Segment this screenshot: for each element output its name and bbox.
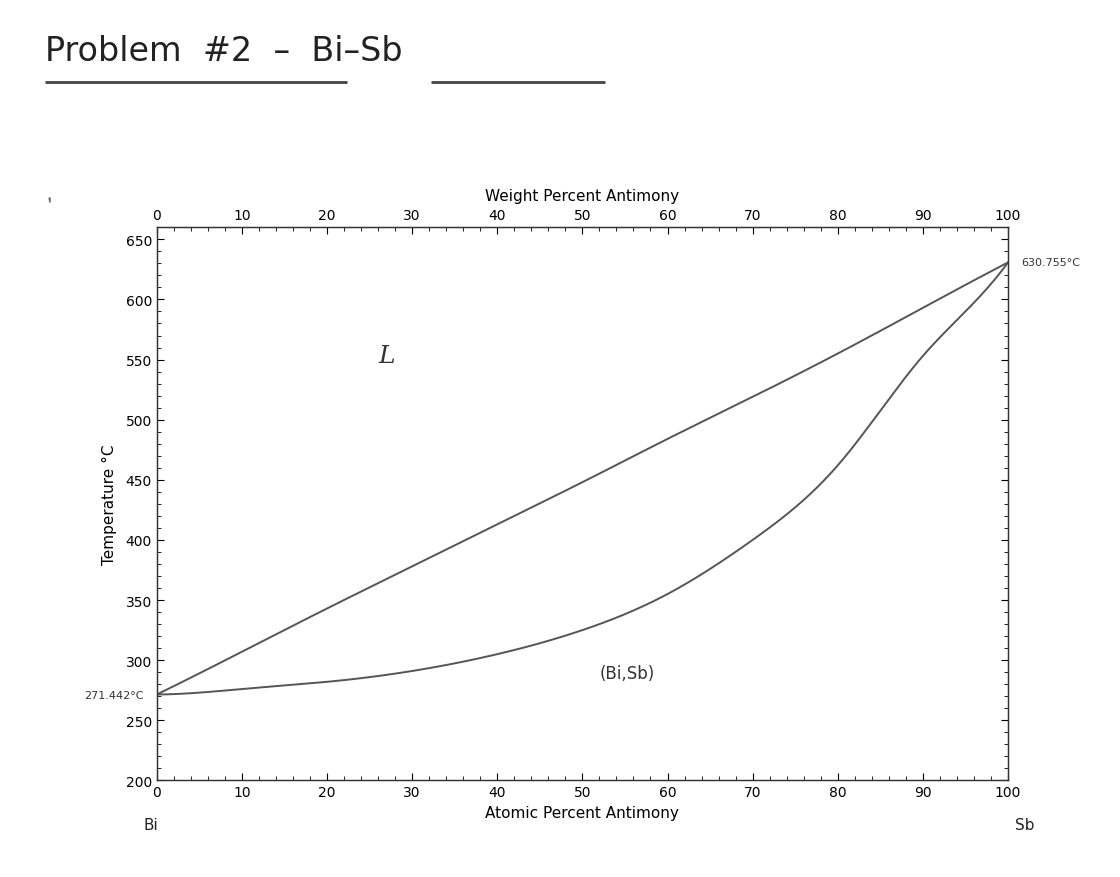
Text: L: L <box>379 345 394 367</box>
Text: Problem  #2  –  Bi–Sb: Problem #2 – Bi–Sb <box>45 35 402 68</box>
Y-axis label: Temperature °C: Temperature °C <box>102 444 118 565</box>
Text: 630.755°C: 630.755°C <box>1020 258 1080 268</box>
Text: (Bi,Sb): (Bi,Sb) <box>599 665 655 682</box>
Text: Bi: Bi <box>143 816 159 831</box>
Text: ’: ’ <box>45 195 57 215</box>
X-axis label: Weight Percent Antimony: Weight Percent Antimony <box>485 189 680 203</box>
Text: 271.442°C: 271.442°C <box>84 689 144 700</box>
Text: Sb: Sb <box>1015 816 1035 831</box>
X-axis label: Atomic Percent Antimony: Atomic Percent Antimony <box>485 805 680 820</box>
